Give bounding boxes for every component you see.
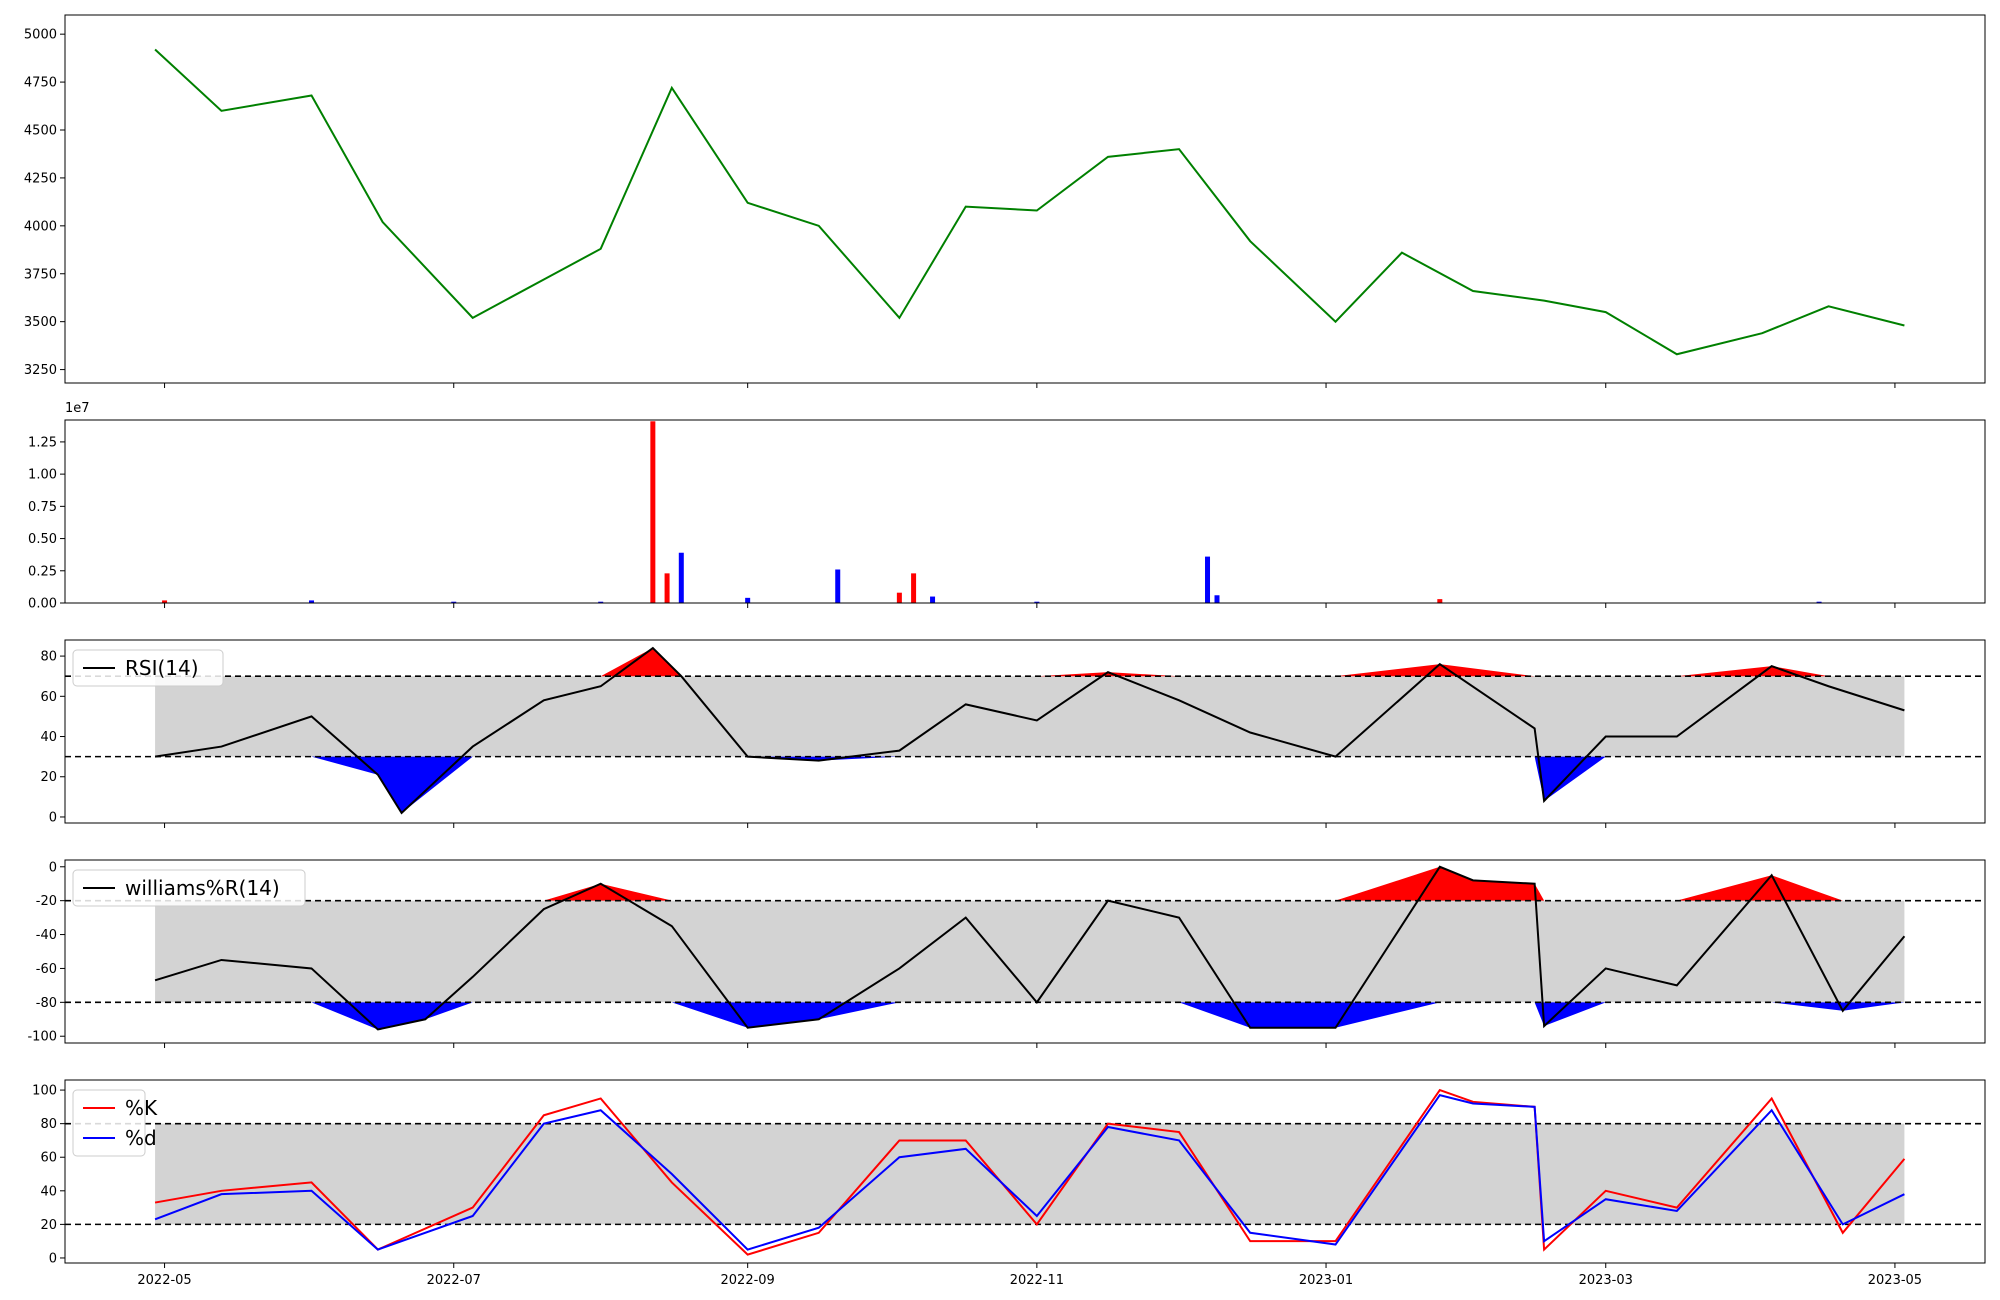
legend: williams%R(14) xyxy=(72,869,306,907)
y-tick-label: 1.00 xyxy=(28,468,57,483)
x-tick-label: 2022-05 xyxy=(137,1273,191,1288)
volume-bar xyxy=(1205,556,1211,603)
volume-bar xyxy=(1816,601,1822,603)
y-tick-label: -60 xyxy=(36,962,57,977)
x-tick-label: 2022-11 xyxy=(1010,1273,1064,1288)
series-line xyxy=(154,48,1905,356)
y-tick-label: 60 xyxy=(40,1151,57,1166)
volume-bar xyxy=(650,421,656,603)
y-tick-label: 60 xyxy=(40,690,57,705)
volume-bar xyxy=(598,601,604,603)
volume-bar xyxy=(1214,595,1220,603)
neutral-band xyxy=(155,676,1905,757)
volume-bar xyxy=(835,569,841,603)
y-tick-label: 100 xyxy=(32,1084,57,1099)
y-tick-label: 20 xyxy=(40,1218,57,1233)
y-tick-label: 3250 xyxy=(24,363,57,378)
volume-bar xyxy=(309,600,315,603)
volume-bar xyxy=(664,573,670,603)
neutral-band xyxy=(155,900,1905,1003)
y-tick-label: 0.25 xyxy=(28,564,57,579)
scale-label: 1e7 xyxy=(65,401,90,416)
legend-label: %K xyxy=(125,1096,158,1120)
axes-frame xyxy=(64,859,1986,1044)
y-tick-label: 80 xyxy=(40,1117,57,1132)
legend-label: %d xyxy=(125,1126,157,1150)
series-line xyxy=(154,1093,1905,1251)
volume-bar xyxy=(1034,601,1040,603)
y-tick-label: 0 xyxy=(49,860,57,875)
y-tick-label: 40 xyxy=(40,1184,57,1199)
y-tick-label: -100 xyxy=(27,1030,57,1045)
y-tick-label: 40 xyxy=(40,730,57,745)
y-tick-label: 4250 xyxy=(24,171,57,186)
legend: %K %d xyxy=(72,1089,158,1157)
volume-bar xyxy=(930,596,936,603)
y-tick-label: 20 xyxy=(40,770,57,785)
y-tick-label: 4000 xyxy=(24,219,57,234)
volume-bar xyxy=(911,573,917,603)
y-tick-label: 3500 xyxy=(24,315,57,330)
overbought-fill xyxy=(155,648,1905,677)
y-tick-label: 0 xyxy=(49,810,57,825)
x-tick-label: 2022-07 xyxy=(427,1273,481,1288)
y-tick-label: -80 xyxy=(36,996,57,1011)
volume-bar xyxy=(451,601,457,603)
volume-bar xyxy=(745,597,751,603)
y-tick-label: 0.75 xyxy=(28,500,57,515)
x-tick-label: 2023-05 xyxy=(1868,1273,1922,1288)
volume-bar xyxy=(162,600,168,603)
volume-bar xyxy=(896,592,902,603)
y-tick-label: 0.00 xyxy=(28,597,57,612)
y-tick-label: -40 xyxy=(36,928,57,943)
y-tick-label: 4500 xyxy=(24,124,57,139)
oversold-fill xyxy=(155,756,1905,813)
oversold-fill xyxy=(155,1002,1905,1030)
y-tick-label: 80 xyxy=(40,650,57,665)
legend-label: williams%R(14) xyxy=(125,876,280,900)
axes-frame xyxy=(64,419,1986,604)
y-tick-label: 4750 xyxy=(24,76,57,91)
legend-box xyxy=(72,649,224,687)
y-tick-label: 0.50 xyxy=(28,532,57,547)
series-line xyxy=(154,1088,1906,1256)
neutral-band xyxy=(155,1123,1905,1225)
y-tick-label: -20 xyxy=(36,894,57,909)
axes-frame xyxy=(64,639,1986,824)
axes-frame xyxy=(64,14,1986,384)
y-tick-label: 5000 xyxy=(24,28,57,43)
y-tick-label: 3750 xyxy=(24,267,57,282)
legend-box xyxy=(72,869,306,907)
volume-bar xyxy=(1437,599,1443,603)
x-tick-label: 2022-09 xyxy=(721,1273,775,1288)
axes-frame xyxy=(64,1079,1986,1264)
legend-label: RSI(14) xyxy=(125,656,199,680)
volume-bar xyxy=(678,552,684,603)
overbought-fill xyxy=(155,866,1905,901)
y-tick-label: 1.25 xyxy=(28,435,57,450)
x-tick-label: 2023-03 xyxy=(1579,1273,1633,1288)
legend: RSI(14) xyxy=(72,649,224,687)
y-tick-label: 0 xyxy=(49,1251,57,1266)
x-tick-label: 2023-01 xyxy=(1299,1273,1353,1288)
legend-box xyxy=(72,1089,146,1157)
